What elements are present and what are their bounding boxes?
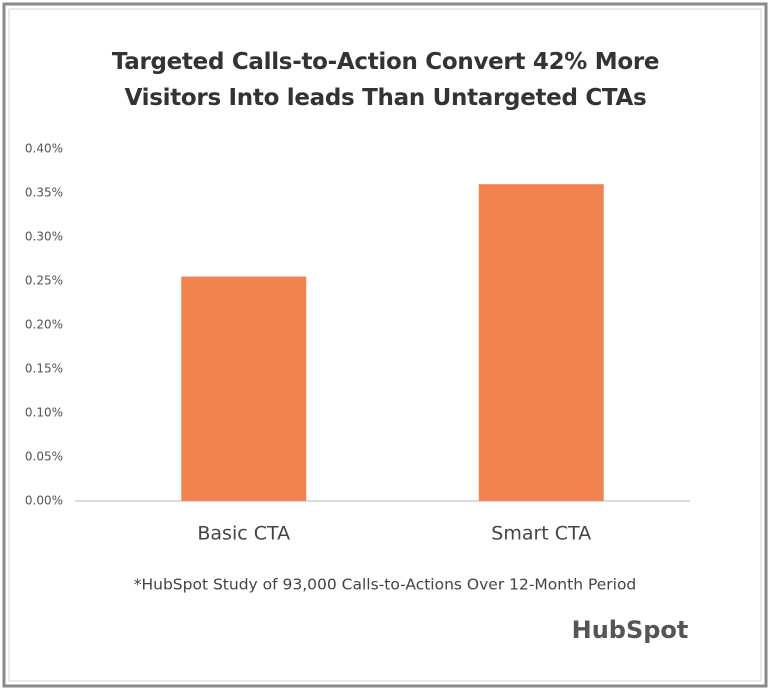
y-tick-label: 0.05% [25, 450, 63, 464]
y-tick-label: 0.00% [25, 494, 63, 508]
y-tick-label: 0.40% [25, 142, 63, 156]
frame-inner [8, 8, 762, 682]
footnote: *HubSpot Study of 93,000 Calls-to-Action… [134, 576, 637, 594]
chart-title: Targeted Calls-to-Action Convert 42% Mor… [111, 49, 660, 111]
bar [181, 276, 307, 501]
x-tick-label: Smart CTA [491, 523, 591, 545]
y-tick-label: 0.30% [25, 230, 63, 244]
bar [478, 184, 604, 501]
y-tick-label: 0.15% [25, 362, 63, 376]
y-tick-label: 0.20% [25, 318, 63, 332]
y-tick-label: 0.25% [25, 274, 63, 288]
y-tick-label: 0.35% [25, 186, 63, 200]
x-tick-label: Basic CTA [197, 523, 290, 545]
logo: HubSpot [572, 616, 689, 644]
y-tick-label: 0.10% [25, 406, 63, 420]
